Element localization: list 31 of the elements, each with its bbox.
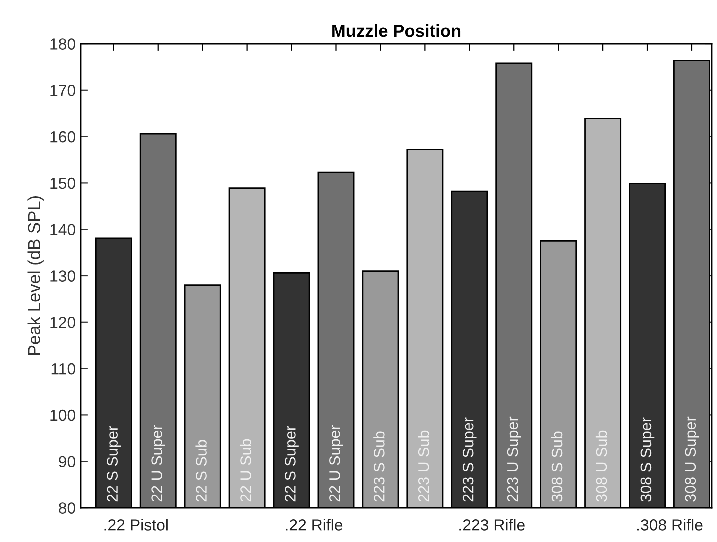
text: .223 Rifle (460, 519, 525, 531)
text: .22 Pistol (104, 519, 168, 531)
y-tick-label: 120 (50, 317, 76, 328)
y-tick-label: 140 (50, 224, 76, 236)
y-tick-label: 150 (50, 178, 76, 190)
y-axis-title: Peak Level (dB SPL) (28, 196, 44, 356)
y-tick-label: 180 (50, 38, 76, 50)
x-tick-label: 22 S Sub (196, 440, 207, 502)
x-tick-label: 223 U Sub (418, 430, 430, 502)
x-tick-label: 22 S Super (285, 426, 299, 502)
text: .22 Rifle (286, 519, 343, 531)
y-tick-label: 160 (50, 131, 76, 143)
y-tick-label: 80 (59, 502, 76, 514)
x-tick-label: 308 S Sub (551, 432, 563, 502)
x-tick-label: 223 S Super (462, 418, 477, 502)
x-tick-label: 223 S Sub (374, 432, 385, 502)
x-tick-label: 22 U Sub (240, 439, 252, 502)
y-tick-label: 90 (59, 456, 76, 468)
chart-title: Muzzle Position (332, 24, 461, 38)
y-tick-label: 130 (50, 270, 76, 282)
x-tick-label: 223 U Super (507, 416, 522, 502)
x-tick-label: 22 S Super (107, 426, 122, 502)
y-tick-label: 110 (52, 363, 76, 375)
x-tick-label: 308 U Sub (596, 430, 608, 502)
text: .308 Rifle (637, 519, 703, 531)
y-tick-label: 170 (50, 85, 76, 96)
y-tick-label: 100 (50, 410, 76, 422)
x-tick-label: 22 U Super (152, 425, 166, 502)
x-tick-label: 22 U Super (330, 425, 344, 502)
x-tick-label: 308 U Super (685, 416, 700, 502)
x-tick-label: 308 S Super (640, 418, 655, 502)
